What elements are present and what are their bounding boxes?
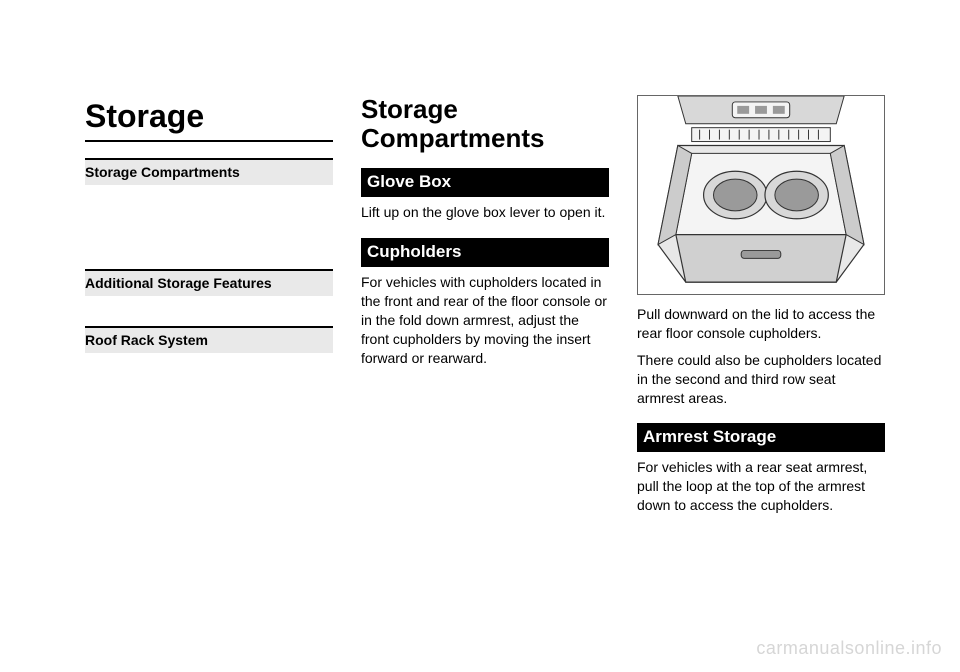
content-area: Storage Storage Compartments Additional …: [85, 95, 885, 635]
section-title-line1: Storage: [361, 94, 458, 124]
toc-section-roof-rack: Roof Rack System: [85, 326, 333, 353]
column-right: Pull downward on the lid to access the r…: [637, 95, 885, 523]
text-rear-cupholders: Pull downward on the lid to access the r…: [637, 305, 885, 343]
column-left: Storage Storage Compartments Additional …: [85, 95, 333, 523]
section-title-line2: Compartments: [361, 123, 544, 153]
text-glove-box: Lift up on the glove box lever to open i…: [361, 203, 609, 222]
text-armrest-storage: For vehicles with a rear seat armrest, p…: [637, 458, 885, 515]
heading-glove-box: Glove Box: [361, 168, 609, 197]
toc-placeholder: [85, 296, 333, 312]
toc-placeholder: [85, 185, 333, 255]
three-column-layout: Storage Storage Compartments Additional …: [85, 95, 885, 523]
heading-cupholders: Cupholders: [361, 238, 609, 267]
watermark-text: carmanualsonline.info: [756, 636, 942, 660]
manual-page: Storage Storage Compartments Additional …: [0, 0, 960, 672]
column-middle: Storage Compartments Glove Box Lift up o…: [361, 95, 609, 523]
chapter-title: Storage: [85, 95, 333, 142]
toc-section-additional-storage: Additional Storage Features: [85, 269, 333, 296]
text-second-third-row: There could also be cupholders located i…: [637, 351, 885, 408]
text-cupholders: For vehicles with cupholders located in …: [361, 273, 609, 367]
section-title: Storage Compartments: [361, 95, 609, 152]
heading-armrest-storage: Armrest Storage: [637, 423, 885, 452]
toc-section-storage-compartments: Storage Compartments: [85, 158, 333, 185]
cupholder-illustration: [637, 95, 885, 295]
